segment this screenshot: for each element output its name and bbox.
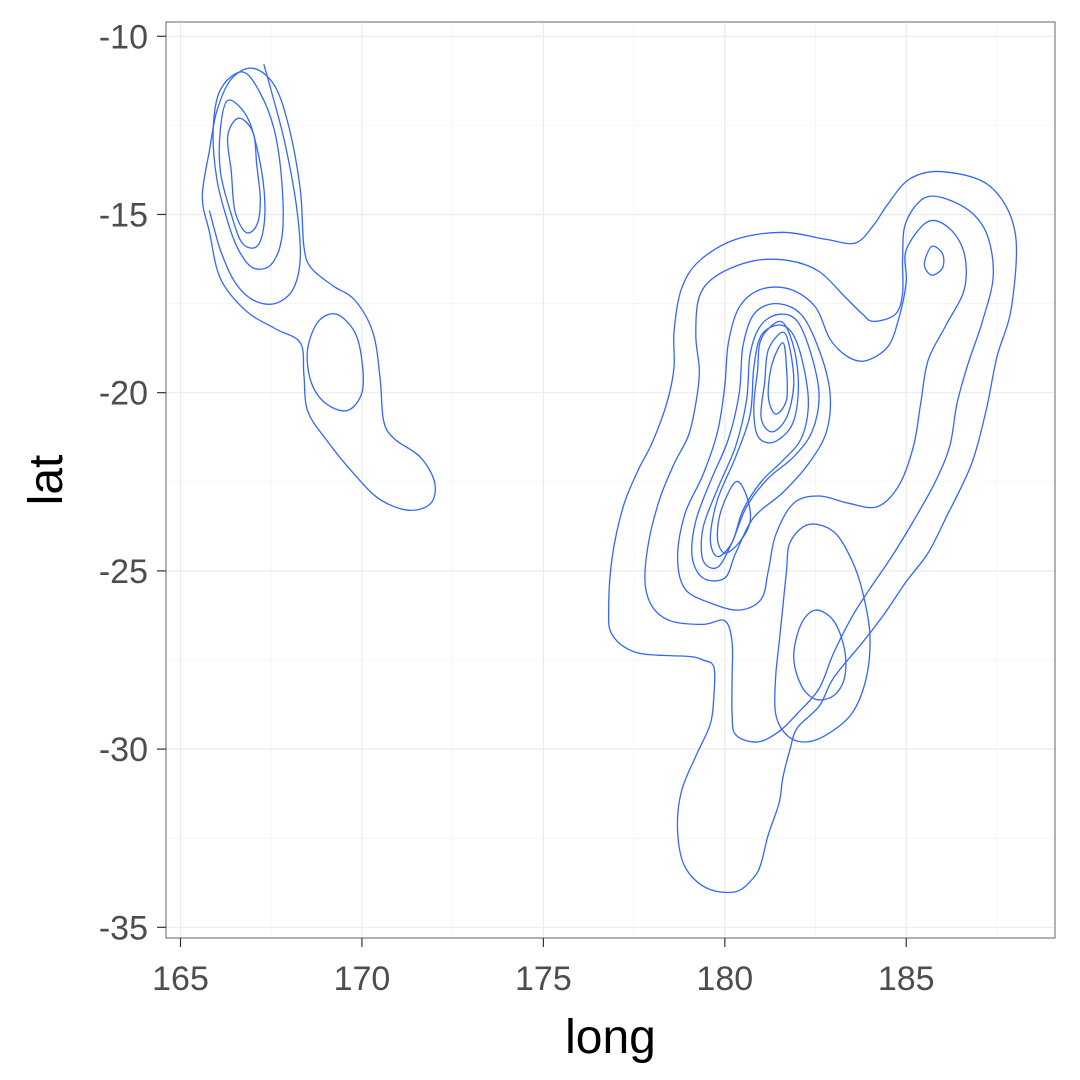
x-tick-label: 180 <box>696 960 753 998</box>
contour-west-ring-5 <box>226 117 261 234</box>
contour-east-ring-9 <box>767 342 789 415</box>
y-axis-title: lat <box>20 455 73 506</box>
y-axis-ticks: -10 -15 -20 -25 -30 -35 <box>99 18 166 947</box>
x-axis-title: long <box>565 1011 656 1064</box>
contour-west-south-blob <box>306 313 364 412</box>
contour-east-south-ring <box>793 609 847 701</box>
contour-east-ring-8 <box>760 331 795 433</box>
contour-east-ring-4 <box>691 302 832 582</box>
y-tick-label: -35 <box>99 909 148 947</box>
contour-east-south-outer <box>774 523 871 743</box>
y-tick-label: -25 <box>99 553 148 591</box>
y-tick-label: -10 <box>99 18 148 56</box>
contour-east-outer <box>607 170 1018 894</box>
contour-east-ring-5 <box>700 313 820 570</box>
x-tick-label: 165 <box>152 960 209 998</box>
contour-west-ring-3 <box>212 71 284 270</box>
contour-east-ring-6 <box>709 324 810 558</box>
grid-lines <box>166 22 1055 938</box>
contour-west-outer <box>201 67 436 512</box>
contour-east-ring-7 <box>753 320 799 444</box>
plot-panel-border <box>165 21 1056 939</box>
contour-east-ring-3 <box>676 219 967 611</box>
x-tick-label: 185 <box>878 960 935 998</box>
contour-east-ring-2 <box>644 195 995 743</box>
y-tick-label: -15 <box>99 196 148 234</box>
contour-lines <box>201 64 1018 894</box>
y-tick-label: -30 <box>99 731 148 769</box>
contour-east-peak-ne <box>923 245 945 276</box>
contour-west-ring-2 <box>208 64 302 305</box>
x-tick-label: 170 <box>334 960 391 998</box>
x-tick-label: 175 <box>515 960 572 998</box>
y-tick-label: -20 <box>99 375 148 413</box>
contour-east-ring-10 <box>716 480 752 554</box>
x-axis-ticks: 165 170 175 180 185 <box>152 938 935 998</box>
